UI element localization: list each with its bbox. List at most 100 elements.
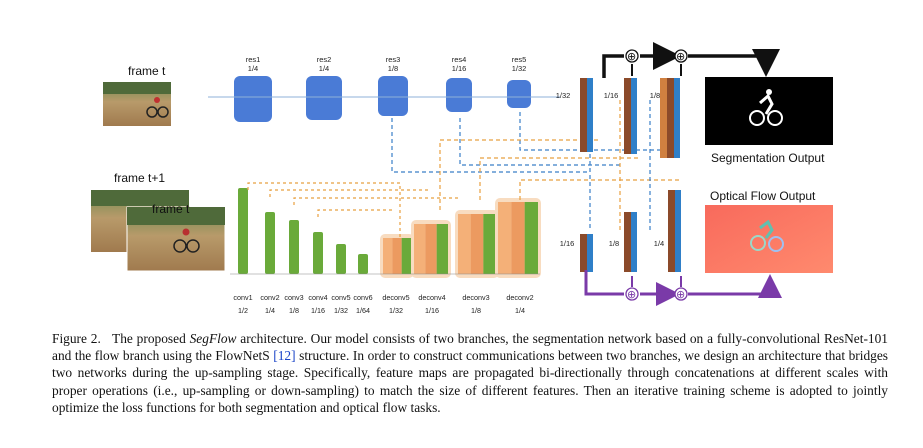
- frame-t-label: frame t: [128, 64, 166, 78]
- caption-citation-link[interactable]: [12]: [273, 348, 296, 364]
- conv-bar: [336, 244, 346, 274]
- segmentation-output-label: Segmentation Output: [711, 151, 825, 165]
- res-block-name: res4: [452, 55, 467, 64]
- flow-decoder: 1/16 1/8 1/4: [560, 190, 681, 272]
- flow-layer-label: deconv3: [462, 293, 489, 302]
- conv-bar: [238, 188, 248, 274]
- flow-fusion-path: ⊕ ⊕: [584, 270, 782, 306]
- conv-bar: [265, 212, 275, 274]
- flow-layer-label: conv2: [260, 293, 279, 302]
- res-block-name: res3: [386, 55, 401, 64]
- figure-label: Figure 2.: [52, 331, 101, 346]
- plus-node: [674, 287, 688, 301]
- flownet-branch: conv1 conv2 conv3 conv4 conv5 conv6 deconv5 dec…: [230, 188, 541, 315]
- deconv-feature: [425, 224, 437, 274]
- seg-scale-label: 1/8: [650, 91, 660, 100]
- optical-flow-output-label: Optical Flow Output: [710, 189, 816, 203]
- svg-text:⊕: ⊕: [627, 51, 636, 63]
- flow-layer-label: deconv5: [382, 293, 409, 302]
- flow-layer-label: conv6: [353, 293, 372, 302]
- deconv-feature: [511, 202, 525, 274]
- res-block-res1: [234, 76, 272, 122]
- caption-text-1: The proposed: [112, 331, 190, 346]
- plus-node: [625, 49, 639, 63]
- flow-scale-label: 1/8: [471, 306, 481, 315]
- flow-scale-label: 1/32: [334, 306, 348, 315]
- deconv-feature: [524, 202, 538, 274]
- flow-feature-map: [631, 212, 637, 272]
- frame-t1-label: frame t+1: [114, 171, 165, 185]
- segmentation-decoder: 1/32 1/16 1/8: [556, 78, 680, 158]
- flow-feature-map: [668, 190, 675, 272]
- flow-scale-label: 1/4: [265, 306, 275, 315]
- flow-scale-label: 1/64: [356, 306, 370, 315]
- segmentation-output: [705, 77, 833, 145]
- flow-layer-label: conv4: [308, 293, 327, 302]
- seg-feature-map: [587, 78, 593, 152]
- res-block-name: res2: [317, 55, 332, 64]
- deconv-feature: [436, 224, 448, 274]
- res-block-scale: 1/4: [248, 64, 258, 73]
- flow-feature-map: [675, 190, 681, 272]
- res-block-res3: [378, 76, 408, 116]
- res-block-name: res5: [512, 55, 527, 64]
- flow-scale-label: 1/8: [609, 239, 619, 248]
- caption-model-name: SegFlow: [189, 331, 237, 346]
- caption-text-3: structure. In order to construct communi…: [52, 348, 889, 415]
- flow-layer-label: deconv4: [418, 293, 445, 302]
- segmentation-fusion-path: ⊕ ⊕: [602, 42, 780, 78]
- conv-bar: [313, 232, 323, 274]
- seg-feature-map: [667, 78, 674, 158]
- deconv-feature: [458, 214, 471, 274]
- flow-scale-label: 1/2: [238, 306, 248, 315]
- flow-feature-map: [624, 212, 631, 272]
- res-block-res4: [446, 78, 472, 112]
- flow-scale-label: 1/16: [311, 306, 325, 315]
- flow-layer-label: conv5: [331, 293, 350, 302]
- deconv-feature: [414, 224, 426, 274]
- res-block-res2: [306, 76, 342, 120]
- svg-text:⊕: ⊕: [676, 51, 685, 63]
- figure-caption: Figure 2. The proposed SegFlow architect…: [52, 330, 888, 416]
- seg-scale-label: 1/32: [556, 91, 571, 100]
- flow-layer-label: conv1: [233, 293, 252, 302]
- svg-text:⊕: ⊕: [627, 289, 636, 301]
- segflow-architecture-figure: frame t frame t+1 frame t res11/4res21/4…: [91, 42, 833, 315]
- seg-feature-map: [631, 78, 637, 154]
- conv-bar: [289, 220, 299, 274]
- seg-scale-label: 1/16: [604, 91, 619, 100]
- flow-layer-label: deconv2: [506, 293, 533, 302]
- frame-t-stacked-image: [126, 206, 226, 272]
- res-block-scale: 1/32: [512, 64, 527, 73]
- flow-scale-label: 1/32: [389, 306, 403, 315]
- flow-layer-label: conv3: [284, 293, 303, 302]
- flow-feature-map: [587, 234, 593, 272]
- conv-bar: [358, 254, 368, 274]
- deconv-feature: [470, 214, 484, 274]
- frame-t-inner-label: frame t: [152, 202, 190, 216]
- frame-t-image: [103, 82, 171, 126]
- flow-scale-label: 1/4: [515, 306, 525, 315]
- flow-scale-label: 1/8: [289, 306, 299, 315]
- res-block-name: res1: [246, 55, 261, 64]
- res-block-scale: 1/8: [388, 64, 398, 73]
- plus-node: [625, 287, 639, 301]
- flow-scale-label: 1/16: [425, 306, 439, 315]
- cross-branch-links: [247, 100, 680, 240]
- flow-scale-label: 1/4: [654, 239, 664, 248]
- deconv-feature: [483, 214, 496, 274]
- flow-scale-label: 1/16: [560, 239, 575, 248]
- seg-feature-map: [624, 78, 631, 154]
- deconv-feature: [401, 238, 411, 274]
- deconv-feature: [392, 238, 402, 274]
- res-block-res5: [507, 80, 531, 108]
- seg-feature-map: [674, 78, 680, 158]
- flow-feature-map: [580, 234, 587, 272]
- seg-feature-map: [580, 78, 587, 152]
- deconv-feature: [383, 238, 393, 274]
- optical-flow-output: [705, 205, 833, 273]
- deconv-feature: [498, 202, 512, 274]
- plus-node: [674, 49, 688, 63]
- svg-text:⊕: ⊕: [676, 289, 685, 301]
